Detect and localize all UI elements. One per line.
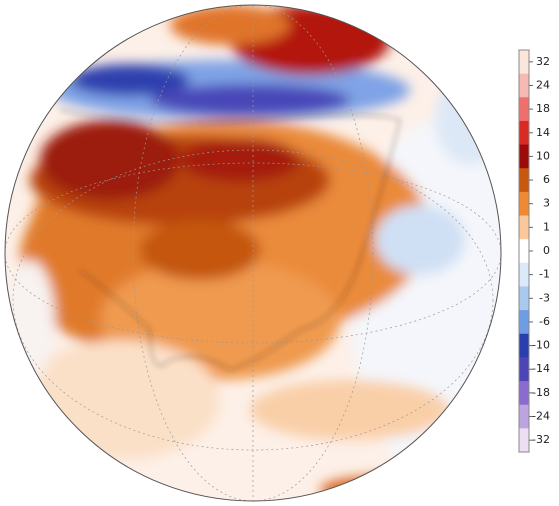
colorbar-bin <box>519 262 529 287</box>
colorbar-bin <box>519 404 529 429</box>
colorbar-label: -14 <box>532 362 550 375</box>
colorbar-label: 10 <box>536 149 550 162</box>
colorbar-label: -6 <box>539 315 550 328</box>
colorbar-label: 32 <box>536 55 550 68</box>
colorbar-bin <box>519 381 529 406</box>
colorbar-bin <box>519 428 529 453</box>
colorbar-label: -1 <box>539 268 550 281</box>
colorbar-label: 6 <box>543 173 550 186</box>
colorbar-label: -24 <box>532 410 550 423</box>
colorbar-bin <box>519 168 529 193</box>
colorbar-label: -10 <box>532 339 550 352</box>
colorbar-bin <box>519 215 529 240</box>
colorbar-label: 24 <box>536 78 550 91</box>
globe-outline <box>4 4 502 502</box>
colorbar-label: 3 <box>543 197 550 210</box>
colorbar-label: -18 <box>532 386 550 399</box>
colorbar-bin <box>519 50 529 75</box>
colorbar-label: 18 <box>536 102 550 115</box>
colorbar-bin <box>519 191 529 217</box>
colorbar-bin <box>519 97 529 122</box>
colorbar-label: 14 <box>536 126 550 139</box>
colorbar-bin <box>519 144 529 169</box>
colorbar-bin <box>519 357 529 382</box>
colorbar-label: -3 <box>539 291 550 304</box>
colorbar-bin <box>519 333 529 358</box>
colorbar-bin <box>519 310 529 335</box>
colorbar-bin <box>519 286 529 311</box>
colorbar-bin <box>519 73 529 98</box>
colorbar-label: 0 <box>543 244 550 257</box>
colorbar-label: -32 <box>532 433 550 446</box>
colorbar-label: 1 <box>543 220 550 233</box>
colorbar-bin <box>519 120 529 146</box>
colorbar-bin <box>519 239 529 264</box>
